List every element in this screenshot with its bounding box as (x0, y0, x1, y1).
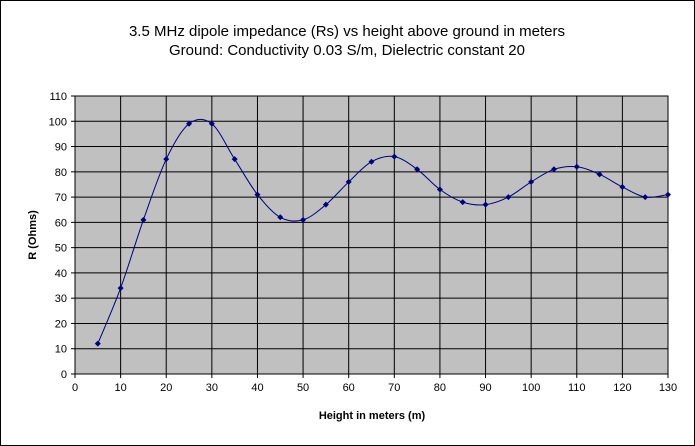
x-tick-label: 20 (160, 382, 172, 394)
data-point (665, 191, 671, 198)
data-point (505, 194, 512, 201)
y-tick-label: 10 (55, 344, 67, 356)
y-tick-label: 90 (55, 142, 67, 154)
x-axis-title: Height in meters (m) (319, 410, 426, 422)
x-tick-label: 90 (479, 382, 491, 394)
x-tick-label: 70 (388, 382, 400, 394)
chart-subtitle: Ground: Conductivity 0.03 S/m, Dielectri… (169, 42, 525, 59)
data-point (528, 178, 535, 185)
y-tick-label: 50 (55, 243, 67, 255)
grid-layer (71, 95, 669, 378)
tick-label-layer: 0 10 20 30 40 50 60 70 80 90 100 110 120 130 0 10 20 30 40… (49, 91, 678, 394)
data-point (117, 285, 124, 292)
x-tick-label: 120 (613, 382, 631, 394)
data-point (94, 340, 101, 347)
data-point (140, 216, 147, 223)
y-tick-label: 20 (55, 318, 67, 330)
x-tick-label: 110 (568, 382, 586, 394)
data-point (642, 194, 649, 201)
data-point (619, 183, 626, 190)
data-point (550, 166, 557, 173)
data-point (573, 163, 580, 170)
data-point (322, 201, 329, 208)
plot-area (74, 95, 669, 375)
data-point (596, 171, 603, 178)
x-tick-label: 60 (343, 382, 355, 394)
data-point (163, 156, 170, 163)
x-tick-label: 30 (206, 382, 218, 394)
x-tick-label: 130 (659, 382, 677, 394)
data-point (482, 201, 489, 208)
x-tick-label: 100 (522, 382, 540, 394)
y-axis-title: R (Ohms) (27, 210, 39, 260)
y-tick-label: 80 (55, 167, 67, 179)
data-point (459, 199, 466, 206)
data-point (414, 166, 421, 173)
y-tick-label: 100 (49, 116, 67, 128)
y-tick-label: 110 (49, 91, 67, 103)
x-tick-label: 0 (72, 382, 78, 394)
data-point (436, 186, 443, 193)
data-point (345, 178, 352, 185)
y-tick-label: 30 (55, 293, 67, 305)
y-tick-label: 60 (55, 217, 67, 229)
data-point (254, 191, 261, 198)
chart-title: 3.5 MHz dipole impedance (Rs) vs height … (129, 23, 565, 40)
y-tick-label: 40 (55, 268, 67, 280)
x-tick-label: 40 (251, 382, 263, 394)
data-point (391, 153, 398, 160)
y-tick-label: 70 (55, 192, 67, 204)
data-point (231, 156, 238, 163)
x-tick-label: 10 (114, 382, 126, 394)
data-point (208, 120, 215, 127)
data-point (186, 120, 193, 127)
data-point (277, 214, 284, 221)
data-point (300, 216, 307, 223)
data-point (368, 158, 375, 165)
data-point-layer (94, 120, 671, 347)
y-tick-label: 0 (61, 369, 67, 381)
x-tick-label: 50 (297, 382, 309, 394)
x-tick-label: 80 (434, 382, 446, 394)
